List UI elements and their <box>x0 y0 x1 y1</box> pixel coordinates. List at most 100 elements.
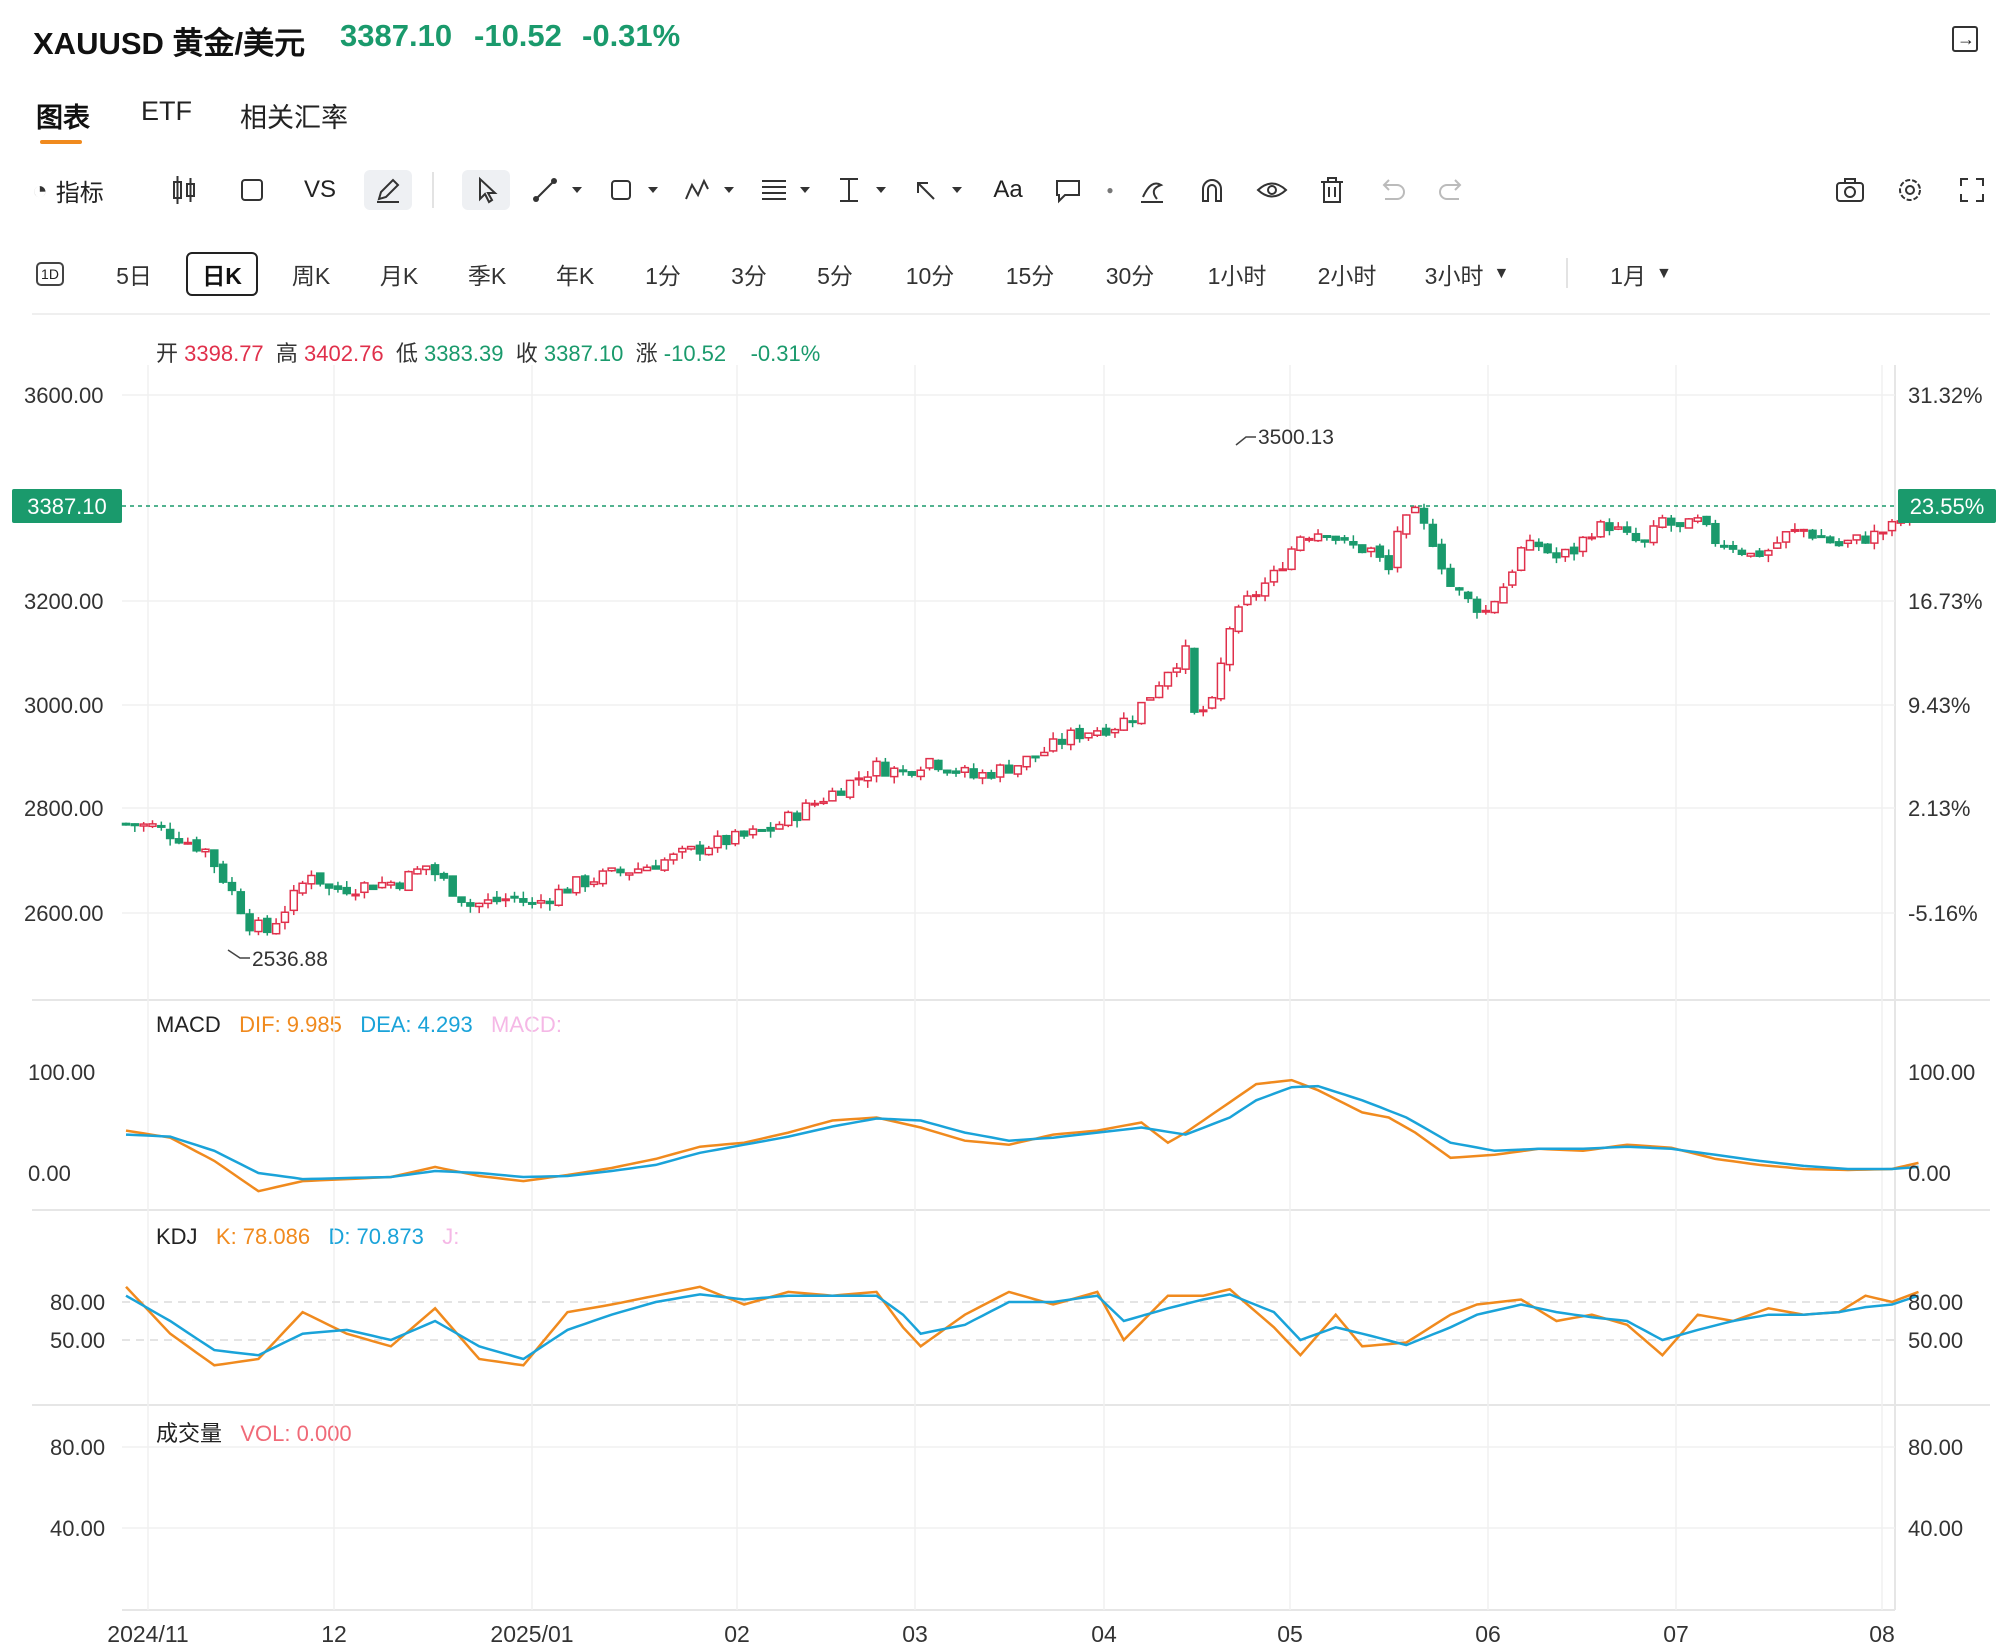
candle-body <box>1481 609 1491 613</box>
measure-tool-icon[interactable] <box>834 170 894 210</box>
macd-name: MACD <box>156 1012 221 1037</box>
period-15min[interactable]: 15分 <box>1005 263 1055 289</box>
x-tick-label: 2024/11 <box>107 1621 188 1647</box>
candle-body <box>1128 720 1137 724</box>
period-3min[interactable]: 3分 <box>731 263 767 289</box>
candle-body <box>1790 528 1800 532</box>
period-month-k[interactable]: 月K <box>379 263 419 289</box>
x-tick-label: 05 <box>1277 1621 1303 1647</box>
period-week-k[interactable]: 周K <box>291 263 331 289</box>
trash-icon[interactable] <box>1312 170 1352 210</box>
x-tick-label: 06 <box>1475 1621 1501 1647</box>
change-label: 涨 <box>635 341 658 366</box>
x-tick-label: 04 <box>1091 1621 1117 1647</box>
kdj-tick-label-right: 80.00 <box>1908 1290 1963 1315</box>
indicator-button[interactable]: ◔ 指标 <box>32 170 132 210</box>
draw-pen-icon[interactable] <box>364 170 412 210</box>
candle-body <box>1207 696 1217 709</box>
candle-body <box>1472 598 1482 613</box>
period-2h[interactable]: 2小时 <box>1317 263 1377 289</box>
camera-icon[interactable] <box>1830 170 1870 210</box>
price-tick-label: 3600.00 <box>24 383 104 408</box>
pattern-tool-icon[interactable] <box>682 170 742 210</box>
candle-body <box>995 764 1005 778</box>
fib-tool-icon[interactable] <box>758 170 818 210</box>
candle-body <box>360 882 369 894</box>
price-tick-label: 3000.00 <box>24 693 104 718</box>
candle-body <box>633 868 643 874</box>
candle-body <box>845 779 855 798</box>
candle-body <box>1022 755 1031 768</box>
candle-body <box>165 828 175 840</box>
candle-body <box>395 882 404 890</box>
candle-body <box>1728 544 1738 550</box>
exit-fullscreen-icon[interactable]: → <box>1952 26 1978 52</box>
redo-icon[interactable] <box>1432 170 1472 210</box>
candle-body <box>1737 549 1747 556</box>
candle-body <box>889 767 899 778</box>
low-label: 低 <box>395 341 418 366</box>
candle-body <box>121 822 131 826</box>
candle-body <box>1516 547 1526 572</box>
period-1h[interactable]: 1小时 <box>1207 263 1267 289</box>
compare-button[interactable]: VS <box>298 170 342 210</box>
open-value: 3398.77 <box>184 341 264 366</box>
candle-body <box>907 771 917 776</box>
line-tool-icon[interactable] <box>530 170 590 210</box>
low-value: 3383.39 <box>423 341 504 366</box>
period-10min[interactable]: 10分 <box>905 263 955 289</box>
candle-body <box>1163 671 1173 687</box>
magnet-icon[interactable] <box>1192 170 1232 210</box>
fullscreen-icon[interactable] <box>1952 170 1992 210</box>
period-30min[interactable]: 30分 <box>1105 263 1155 289</box>
candle-body <box>607 867 616 872</box>
candle-body <box>1278 568 1287 572</box>
settings-gear-icon[interactable] <box>1890 170 1930 210</box>
candle-body <box>616 868 625 874</box>
high-value: 3402.76 <box>304 341 384 366</box>
candle-body <box>174 838 184 844</box>
tab-chart[interactable]: 图表 <box>36 103 90 133</box>
eye-icon[interactable] <box>1252 170 1292 210</box>
volume-value: VOL: 0.000 <box>240 1421 352 1446</box>
cursor-icon[interactable] <box>462 170 510 210</box>
candle-body <box>1490 600 1499 614</box>
period-1min[interactable]: 1分 <box>645 263 681 289</box>
period-quarter-k[interactable]: 季K <box>467 263 507 289</box>
candle-body <box>898 769 908 773</box>
period-year-k[interactable]: 年K <box>555 263 595 289</box>
candle-body <box>183 841 193 845</box>
period-5d[interactable]: 5日 <box>116 263 152 289</box>
candle-body <box>254 919 263 933</box>
candle-body <box>572 876 581 894</box>
undo-icon[interactable] <box>1372 170 1412 210</box>
candle-type-icon[interactable] <box>164 170 204 210</box>
candle-body <box>1234 606 1243 633</box>
shape-tool-icon[interactable] <box>606 170 666 210</box>
candle-body <box>651 865 661 870</box>
candle-body <box>678 847 687 853</box>
tab-related-fx[interactable]: 相关汇率 <box>240 103 348 133</box>
x-tick-label: 08 <box>1869 1621 1895 1647</box>
macd-legend: MACD DIF: 9.985 DEA: 4.293 MACD: <box>156 1012 562 1038</box>
square-icon[interactable] <box>232 170 272 210</box>
candle-body <box>1101 727 1111 736</box>
candle-body <box>1048 738 1058 752</box>
erase-drawing-icon[interactable] <box>1132 170 1172 210</box>
period-3h-dropdown[interactable]: 3小时 ▼ <box>1412 252 1522 296</box>
period-1month-dropdown[interactable]: 1月 ▼ <box>1596 252 1686 296</box>
comment-icon[interactable] <box>1048 170 1088 210</box>
text-tool-button[interactable]: Aa <box>986 170 1030 210</box>
arrow-tool-icon[interactable] <box>910 170 970 210</box>
candle-body <box>536 899 546 904</box>
period-5min[interactable]: 5分 <box>817 263 853 289</box>
tab-etf[interactable]: ETF <box>141 96 192 126</box>
period-day-k[interactable]: 日K <box>186 252 258 296</box>
period-badge[interactable]: 1D <box>36 262 64 286</box>
candle-body <box>1552 552 1561 559</box>
vs-label: VS <box>303 176 336 203</box>
candle-body <box>1199 709 1208 713</box>
candle-body <box>1304 537 1314 541</box>
close-value: 3387.10 <box>543 341 624 366</box>
